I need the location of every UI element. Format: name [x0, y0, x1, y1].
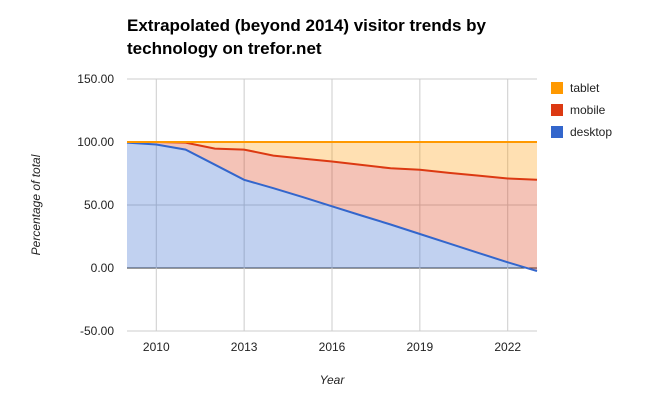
- legend-label-tablet: tablet: [570, 81, 600, 95]
- x-axis-ticks: 2010 2013 2016 2019 2022: [143, 340, 521, 354]
- y-tick-label: 0.00: [91, 261, 115, 275]
- y-tick-label: 50.00: [84, 198, 114, 212]
- x-axis-title: Year: [320, 373, 346, 387]
- y-tick-label: -50.00: [80, 324, 114, 338]
- line-mobile: [127, 141, 538, 181]
- x-tick-label: 2019: [407, 340, 434, 354]
- x-tick-label: 2016: [319, 340, 346, 354]
- chart-title: Extrapolated (beyond 2014) visitor trend…: [127, 16, 486, 58]
- x-tick-label: 2010: [143, 340, 170, 354]
- x-tick-label: 2022: [494, 340, 521, 354]
- y-axis-title: Percentage of total: [29, 154, 43, 255]
- y-axis-ticks: 150.00 100.00 50.00 0.00 -50.00: [77, 72, 114, 338]
- legend-swatch-tablet: [551, 82, 563, 94]
- line-desktop: [126, 141, 538, 273]
- series-lines: [126, 141, 538, 273]
- area-mobile: [127, 142, 537, 272]
- y-tick-label: 100.00: [77, 135, 114, 149]
- legend-swatch-mobile: [551, 104, 563, 116]
- x-tick-label: 2013: [231, 340, 258, 354]
- legend-swatch-desktop: [551, 126, 563, 138]
- y-tick-label: 150.00: [77, 72, 114, 86]
- legend-label-desktop: desktop: [570, 125, 612, 139]
- legend: tablet mobile desktop: [551, 81, 612, 139]
- legend-label-mobile: mobile: [570, 103, 606, 117]
